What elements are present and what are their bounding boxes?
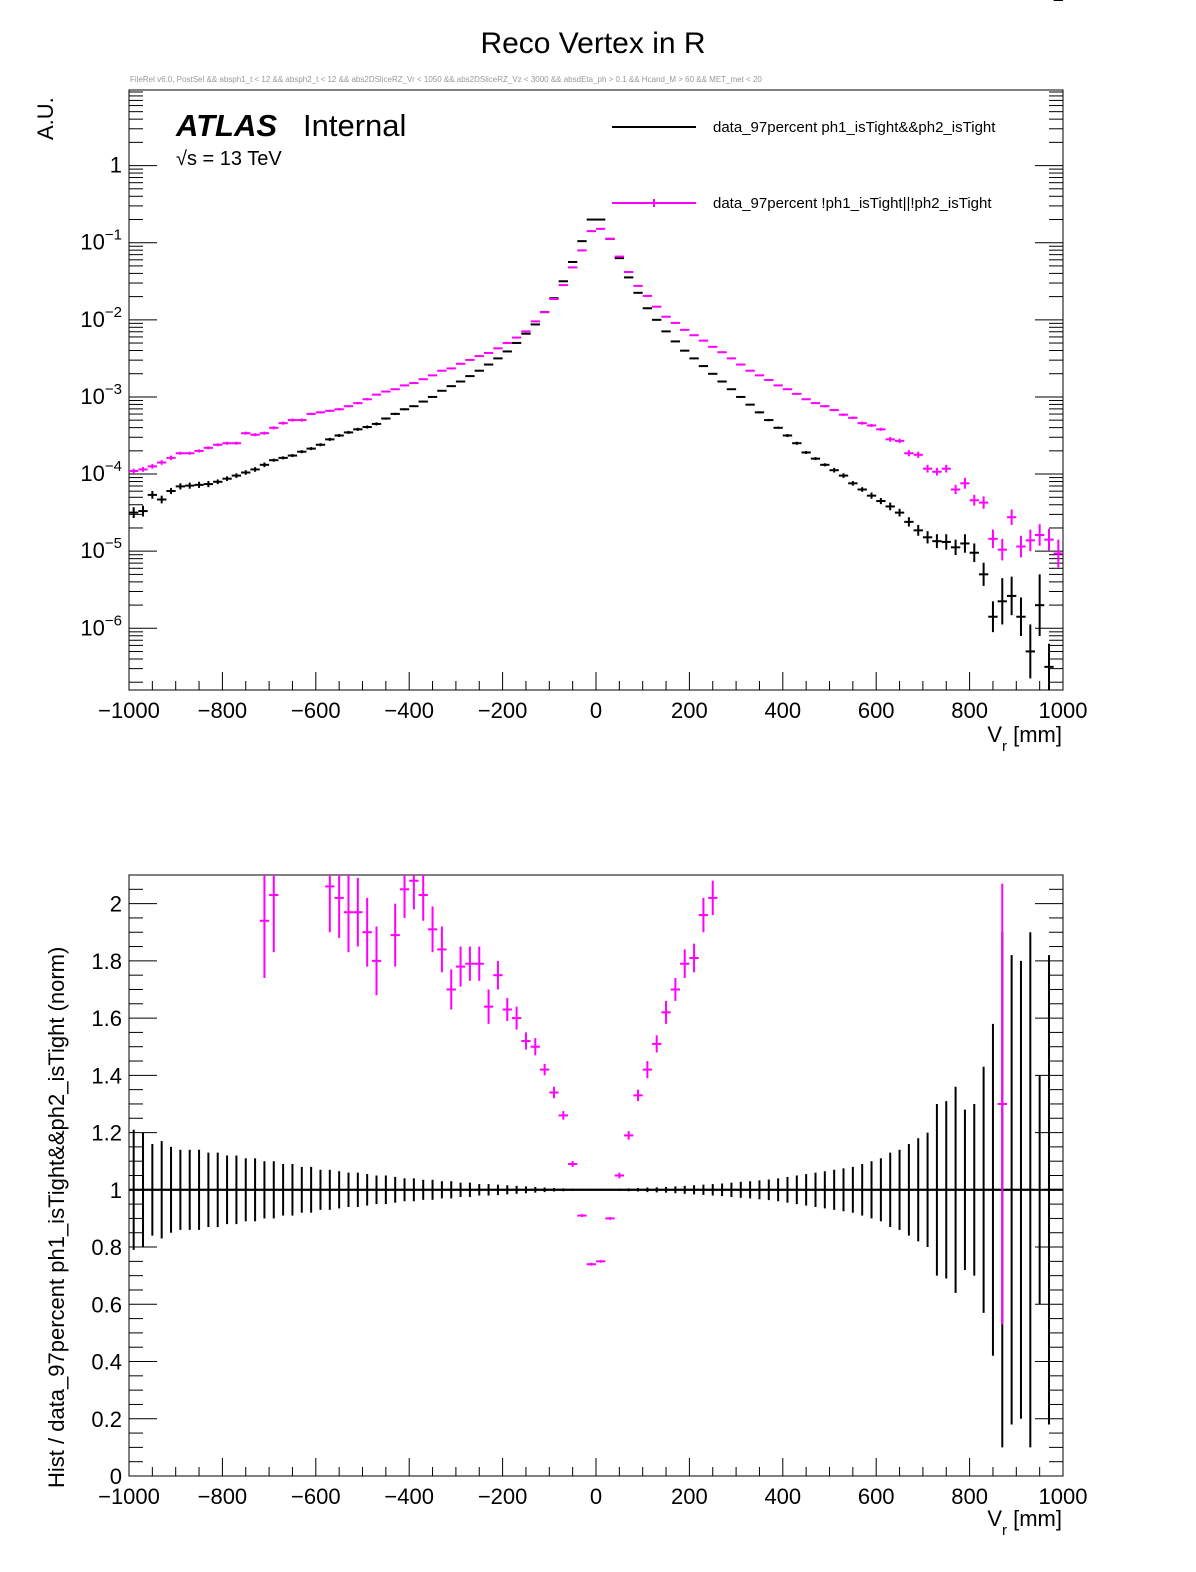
x-tick-label: −200 [478,698,528,723]
top-x-axis-title: Vr [mm] [987,722,1062,755]
x-tick-label: −1000 [98,1484,160,1509]
x-tick-label: 400 [764,698,801,723]
ratio-y-axis-title: Hist / data_97percent ph1_isTight&&ph2_i… [44,947,69,1488]
energy-label: √s = 13 TeV [176,148,282,170]
top-y-axis-title: A.U. [33,97,58,140]
legend-label-nontight: data_97percent !ph1_isTight||!ph2_isTigh… [713,195,992,212]
legend: data_97percent ph1_isTight&&ph2_isTight … [612,119,996,212]
y-tick-label: 1.4 [91,1063,122,1088]
y-tick-label: 10−4 [80,458,122,486]
ratio-plot-frame [128,874,1064,1477]
x-tick-label: 800 [951,698,988,723]
atlas-label: ATLAS [175,108,277,143]
x-tick-label: 0 [590,1484,602,1509]
ratio-series-reference [129,932,1063,1448]
x-tick-label: 600 [858,1484,895,1509]
legend-label-tight: data_97percent ph1_isTight&&ph2_isTight [713,119,996,136]
x-tick-label: −200 [478,1484,528,1509]
x-tick-label: 600 [858,698,895,723]
y-tick-label: 1 [110,153,122,178]
series-nontight [129,227,1063,568]
x-tick-label: 200 [671,698,708,723]
top-x-axis: −1000 −800 −600 −400 −200 0 200 400 600 800 1000 [98,672,1087,723]
y-tick-label: 0.2 [91,1407,122,1432]
y-tick-label: 0.6 [91,1292,122,1317]
x-tick-label: 200 [671,1484,708,1509]
top-y-axis: 1 10−1 10−2 10−3 10−4 10−5 10−6 [80,91,1063,683]
y-tick-label: 1.8 [91,949,122,974]
top-plot-frame [128,89,1064,691]
chart-title: Reco Vertex in R [480,27,705,60]
x-tick-label: −800 [198,698,248,723]
y-tick-label: 10−2 [80,304,122,332]
ratio-x-axis-title: Vr [mm] [987,1506,1062,1539]
cut-string: FileRel v6.0, PostSel && absph1_t < 12 &… [130,75,762,84]
x-tick-label: 1000 [1039,698,1088,723]
x-tick-label: −800 [198,1484,248,1509]
ratio-x-axis: −1000 −800 −600 −400 −200 0 200 400 600 800 1000 [98,1458,1087,1509]
x-tick-label: 400 [764,1484,801,1509]
ratio-series-nontight [259,875,1007,1325]
y-tick-label: 0.8 [91,1235,122,1260]
internal-label: Internal [303,108,406,143]
x-tick-label: −400 [384,698,434,723]
y-tick-label: 2 [110,892,122,917]
y-tick-label: 0 [110,1464,122,1489]
x-tick-label: −400 [384,1484,434,1509]
x-tick-label: −600 [291,698,341,723]
y-tick-label: 10−1 [80,227,122,255]
y-tick-label: 1.6 [91,1006,122,1031]
y-tick-label: 0.4 [91,1350,122,1375]
x-tick-label: 800 [951,1484,988,1509]
y-tick-label: 1.2 [91,1121,122,1146]
y-tick-label: 10−5 [80,535,122,563]
y-tick-label: 10−6 [80,612,122,640]
y-tick-label: 10−3 [80,381,122,409]
x-tick-label: −600 [291,1484,341,1509]
x-tick-label: 0 [590,698,602,723]
series-tight [129,0,1063,690]
y-tick-label: 1 [110,1178,122,1203]
x-tick-label: 1000 [1039,1484,1088,1509]
top-panel: 110−110−210−310−410−510−6 −1000 −800 −600−… [33,0,1087,755]
x-tick-label: −1000 [98,698,160,723]
bottom-panel: 0 0.2 0.4 0.6 0.8 1 1.2 1.4 1.6 1.8 2 −1000 −800 −60… [44,874,1087,1539]
